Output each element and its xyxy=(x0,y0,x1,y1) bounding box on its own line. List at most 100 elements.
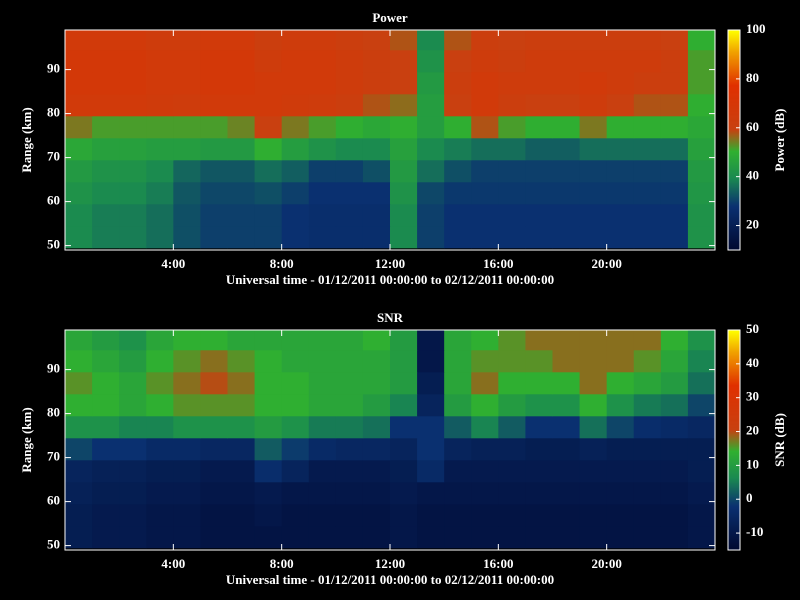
heatmap-cell xyxy=(417,159,445,183)
heatmap-cell xyxy=(200,525,228,549)
heatmap-cell xyxy=(173,137,201,161)
colorbar-tick-label: 40 xyxy=(746,168,759,183)
heatmap-cell xyxy=(552,393,581,417)
heatmap-cell xyxy=(92,481,120,505)
colorbar-step xyxy=(728,222,740,225)
colorbar-step xyxy=(728,330,740,333)
heatmap-cell xyxy=(606,371,635,395)
colorbar-step xyxy=(728,538,740,541)
colorbar-step xyxy=(728,194,740,197)
colorbar-step xyxy=(728,338,740,341)
heatmap-cell xyxy=(471,137,499,161)
colorbar-step xyxy=(728,172,740,175)
colorbar-step xyxy=(728,454,740,457)
heatmap-cell xyxy=(390,30,418,51)
heatmap-cell xyxy=(579,437,608,461)
heatmap-cell xyxy=(444,159,472,183)
heatmap-cell xyxy=(173,503,201,527)
colorbar-step xyxy=(728,40,740,43)
heatmap-cell xyxy=(687,459,716,483)
heatmap-cell xyxy=(606,71,635,95)
heatmap-cell xyxy=(254,371,283,395)
heatmap-cell xyxy=(552,415,581,439)
colorbar-step xyxy=(728,374,740,377)
y-axis-label: Range (km) xyxy=(19,107,34,172)
colorbar-step xyxy=(728,64,740,67)
heatmap-cell xyxy=(254,481,283,505)
colorbar-step xyxy=(728,490,740,493)
heatmap-cell xyxy=(362,330,391,351)
heatmap-cell xyxy=(444,349,472,373)
heatmap-cell xyxy=(390,503,418,527)
heatmap-cell xyxy=(92,525,120,549)
heatmap-cell xyxy=(687,330,716,351)
colorbar-step xyxy=(728,54,740,57)
heatmap-cell xyxy=(660,437,689,461)
heatmap-cell xyxy=(173,49,201,73)
heatmap-cell xyxy=(173,93,201,117)
heatmap-cell xyxy=(200,225,228,249)
heatmap-cell xyxy=(65,137,93,161)
colorbar-step xyxy=(728,238,740,241)
heatmap-cell xyxy=(525,93,553,117)
heatmap-cell xyxy=(417,203,445,227)
heatmap-cell xyxy=(660,393,689,417)
heatmap-cell xyxy=(633,137,662,161)
colorbar-step xyxy=(728,346,740,349)
heatmap-cell xyxy=(606,137,635,161)
heatmap-cell xyxy=(146,137,174,161)
heatmap-cell xyxy=(498,30,526,51)
heatmap-cell xyxy=(660,181,689,205)
panel: Power 4:00 8:00 12:00 16:00 20:00 50 60 70 80 90 Un… xyxy=(19,10,787,287)
heatmap-cell xyxy=(92,181,120,205)
colorbar-tick-label: 80 xyxy=(746,70,759,85)
x-tick-label: 8:00 xyxy=(270,556,294,571)
heatmap-cell xyxy=(173,459,201,483)
heatmap-cell xyxy=(227,349,256,373)
heatmap-cell xyxy=(146,349,174,373)
colorbar-step xyxy=(728,72,740,75)
heatmap-cell xyxy=(579,481,608,505)
heatmap-cell xyxy=(660,137,689,161)
colorbar-step xyxy=(728,518,740,521)
heatmap-cell xyxy=(173,71,201,95)
heatmap-cell xyxy=(200,437,228,461)
heatmap-cell xyxy=(633,225,662,249)
heatmap-cell xyxy=(471,349,499,373)
heatmap-cell xyxy=(362,503,391,527)
heatmap-cell xyxy=(254,525,283,549)
heatmap-cell xyxy=(65,371,93,395)
heatmap-cell xyxy=(552,137,581,161)
heatmap-cell xyxy=(417,481,445,505)
colorbar-step xyxy=(728,218,740,221)
heatmap-cell xyxy=(335,115,364,139)
heatmap-cell xyxy=(390,393,418,417)
heatmap-cell xyxy=(633,181,662,205)
heatmap-cell xyxy=(525,159,553,183)
heatmap-cell xyxy=(146,30,174,51)
heatmap-cell xyxy=(498,503,526,527)
heatmap-cell xyxy=(471,49,499,73)
heatmap-cell xyxy=(552,349,581,373)
heatmap-cell xyxy=(173,159,201,183)
y-tick-label: 80 xyxy=(47,405,60,420)
colorbar-step xyxy=(728,44,740,47)
heatmap-cell xyxy=(498,203,526,227)
heatmap-cell xyxy=(281,115,310,139)
heatmap-cell xyxy=(552,49,581,73)
colorbar-step xyxy=(728,334,740,337)
colorbar-step xyxy=(728,404,740,407)
colorbar-step xyxy=(728,216,740,219)
heatmap-cell xyxy=(281,30,310,51)
heatmap-cell xyxy=(146,181,174,205)
colorbar-step xyxy=(728,152,740,155)
colorbar-step xyxy=(728,540,740,543)
colorbar-step xyxy=(728,432,740,435)
heatmap-cell xyxy=(92,503,120,527)
heatmap-cell xyxy=(119,371,147,395)
colorbar-step xyxy=(728,418,740,421)
heatmap-cell xyxy=(606,437,635,461)
heatmap-cell xyxy=(552,71,581,95)
heatmap-cell xyxy=(281,349,310,373)
colorbar-step xyxy=(728,482,740,485)
